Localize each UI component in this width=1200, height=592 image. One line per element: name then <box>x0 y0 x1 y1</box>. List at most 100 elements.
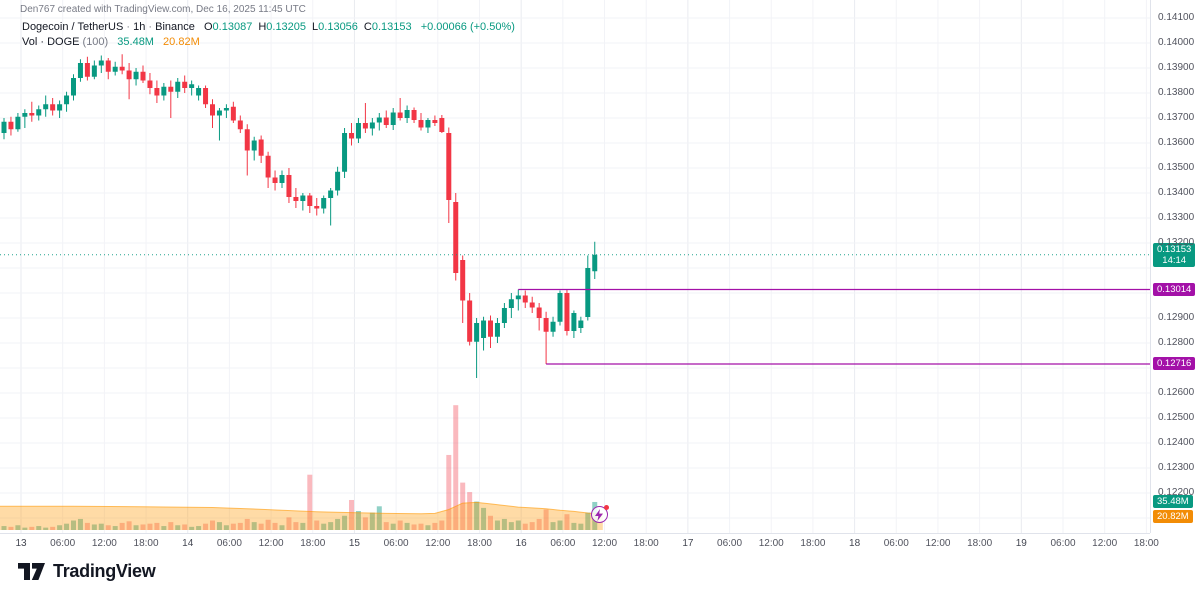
volume-bar <box>175 525 181 530</box>
candle-body <box>279 175 285 183</box>
volume-bar <box>543 509 549 530</box>
volume-study-label[interactable]: Vol · DOGE <box>22 36 80 48</box>
time-tick-label: 17 <box>682 538 694 549</box>
ohlc-value: 0.13205 <box>266 21 307 33</box>
volume-bar <box>293 522 299 530</box>
tradingview-logo[interactable]: TradingView <box>18 561 156 582</box>
volume-bar <box>203 523 209 530</box>
volume-bar <box>91 524 97 530</box>
volume-bar <box>425 525 431 530</box>
volume-bar <box>196 526 202 530</box>
candle-body <box>488 320 493 337</box>
candle-body <box>481 320 487 338</box>
volume-bar <box>161 526 167 530</box>
volume-bar <box>84 522 90 530</box>
volume-bar <box>286 517 292 530</box>
candle-body <box>293 197 299 201</box>
candle-body <box>494 323 500 337</box>
ohlc-key: O <box>203 21 213 33</box>
volume-bar <box>210 520 215 530</box>
volume-ma-area <box>0 502 603 530</box>
candle-body <box>272 177 278 183</box>
candle-body <box>223 108 229 111</box>
volume-bar <box>251 522 257 530</box>
volume-bar <box>342 515 348 530</box>
footer: TradingView <box>0 552 1200 592</box>
volume-bar <box>369 512 375 530</box>
volume-ma-value: 20.82M <box>163 36 200 48</box>
candle-body <box>91 65 97 77</box>
volume-bar <box>390 523 396 530</box>
candle-body <box>404 110 410 118</box>
candle-body <box>8 121 14 130</box>
volume-bar <box>328 522 334 530</box>
legend: Dogecoin / TetherUS · 1h · Binance O 0.13… <box>22 21 515 48</box>
volume-bar <box>279 525 285 530</box>
volume-current-value: 35.48M <box>117 36 154 48</box>
candle-body <box>230 106 236 121</box>
price-pane[interactable] <box>0 0 1150 533</box>
volume-bar <box>467 492 473 530</box>
price-tick-label: 0.12400 <box>1158 437 1195 448</box>
volume-bar <box>237 522 243 530</box>
current-price-value: 0.13153 <box>1157 244 1192 256</box>
volume-bar <box>321 523 327 530</box>
candle-body <box>390 112 396 125</box>
time-tick-label: 06:00 <box>717 538 743 549</box>
price-tick-label: 0.13200 <box>1158 237 1195 248</box>
volume-bar <box>564 514 570 530</box>
candle-body <box>460 260 466 301</box>
candle-body <box>550 321 556 332</box>
volume-bar <box>314 520 320 530</box>
candle-body <box>501 308 507 323</box>
time-tick-label: 19 <box>1015 538 1027 549</box>
candle-body <box>57 104 63 111</box>
candle-body <box>119 66 125 71</box>
candle-body <box>196 88 202 96</box>
volume-bar <box>112 526 118 530</box>
candle-body <box>105 60 111 72</box>
time-tick-label: 06:00 <box>883 538 909 549</box>
price-tick-label: 0.12600 <box>1158 387 1195 398</box>
volume-bar <box>335 518 341 530</box>
volume-bar <box>15 525 21 530</box>
volume-bar <box>189 526 195 530</box>
volume-bar <box>8 526 14 530</box>
candle-body <box>425 120 431 128</box>
candle-body <box>182 81 188 88</box>
time-tick-label: 12:00 <box>91 538 117 549</box>
time-tick-label: 12:00 <box>758 538 784 549</box>
candle-body <box>251 140 257 151</box>
volume-bar <box>383 522 389 530</box>
time-tick-label: 14 <box>182 538 194 549</box>
price-axis[interactable]: 0.13153 14:14 0.13014 0.12716 35.48M 20.… <box>1150 0 1200 533</box>
volume-bar <box>404 522 410 530</box>
volume-bar <box>57 525 63 530</box>
candle-body <box>286 175 292 197</box>
volume-bar <box>50 526 56 530</box>
volume-bar <box>154 522 160 530</box>
volume-bar <box>355 511 361 530</box>
candle-body <box>126 70 132 80</box>
volume-bar <box>481 507 487 530</box>
candle-body <box>557 293 563 322</box>
price-tick-label: 0.12900 <box>1158 312 1195 323</box>
time-axis[interactable]: 13 06:00 12:00 18:00 14 06:00 12:00 18:00 15 06:0… <box>0 533 1159 556</box>
price-tick-label: 0.13700 <box>1158 112 1195 123</box>
time-tick-label: 18:00 <box>466 538 492 549</box>
volume-bar <box>43 527 49 530</box>
symbol-title[interactable]: Dogecoin / TetherUS · 1h · Binance <box>22 21 195 33</box>
time-tick-label: 12:00 <box>1092 538 1118 549</box>
volume-bar <box>300 522 306 530</box>
volume-bar <box>349 499 354 530</box>
time-tick-label: 12:00 <box>425 538 451 549</box>
price-tick-label: 0.14000 <box>1158 37 1195 48</box>
volume-bar <box>536 518 542 530</box>
time-tick-label: 06:00 <box>216 538 242 549</box>
volume-bar <box>36 526 42 530</box>
flash-icon[interactable] <box>591 505 609 523</box>
candle-body <box>376 117 382 123</box>
volume-bar <box>488 515 493 530</box>
time-tick-label: 12:00 <box>258 538 284 549</box>
price-tick-label: 0.12500 <box>1158 412 1195 423</box>
